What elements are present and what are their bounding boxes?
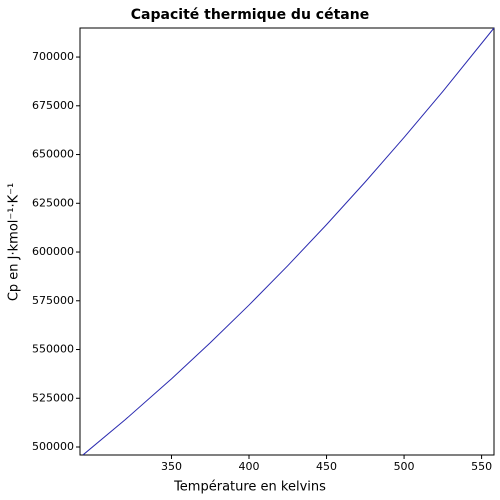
y-tick-label: 525000 [32, 391, 74, 404]
y-tick-label: 650000 [32, 148, 74, 161]
x-axis-label: Température en kelvins [173, 480, 326, 495]
y-tick-label: 550000 [32, 343, 74, 356]
chart-title: Capacité thermique du cétane [131, 7, 369, 23]
x-tick-label: 550 [471, 460, 492, 473]
x-tick-label: 500 [394, 460, 415, 473]
y-tick-label: 500000 [32, 440, 74, 453]
y-tick-label: 575000 [32, 294, 74, 307]
y-tick-label: 700000 [32, 50, 74, 63]
x-tick-label: 450 [316, 460, 337, 473]
y-tick-label: 600000 [32, 245, 74, 258]
y-axis-label: Cp en J·kmol⁻¹·K⁻¹ [7, 183, 22, 301]
line-series [82, 27, 495, 456]
plot-frame [79, 27, 495, 456]
y-tick-label: 625000 [32, 196, 74, 209]
x-tick-label: 400 [239, 460, 260, 473]
x-tick-label: 350 [161, 460, 182, 473]
y-tick-label: 675000 [32, 99, 74, 112]
